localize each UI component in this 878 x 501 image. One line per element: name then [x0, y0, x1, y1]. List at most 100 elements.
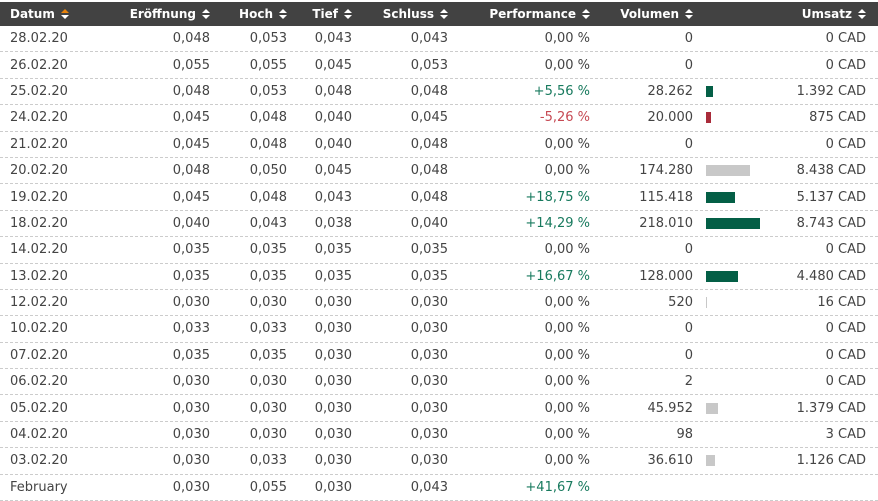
cell-datum: 10.02.20: [10, 321, 68, 337]
cell-tief: 0,040: [314, 110, 352, 126]
cell-hoch: 0,035: [249, 242, 287, 258]
cell-datum: 24.02.20: [10, 110, 68, 126]
cell-umsatz: 0 CAD: [825, 242, 866, 258]
cell-tief: 0,045: [314, 163, 352, 179]
cell-tief: 0,030: [314, 295, 352, 311]
cell-volumen: 28.262: [647, 83, 694, 99]
cell-performance: 0,00 %: [544, 347, 590, 363]
cell-umsatz: 1.392 CAD: [796, 83, 866, 99]
cell-schluss: 0,030: [410, 374, 448, 390]
cell-schluss: 0,030: [410, 400, 448, 416]
cell-datum: 19.02.20: [10, 189, 68, 205]
cell-umsatz: 16 CAD: [817, 295, 866, 311]
table-row: 21.02.20 0,045 0,048 0,040 0,048 0,00 % 0 0 CAD: [0, 132, 878, 158]
column-label: Umsatz: [801, 7, 852, 21]
cell-umsatz: 0 CAD: [825, 321, 866, 337]
cell-hoch: 0,048: [249, 136, 287, 152]
cell-schluss: 0,043: [410, 479, 448, 495]
table-row: 12.02.20 0,030 0,030 0,030 0,030 0,00 % 520 16 …: [0, 290, 878, 317]
cell-hoch: 0,050: [249, 163, 287, 179]
column-header-eroeffnung[interactable]: Eröffnung: [130, 7, 215, 21]
column-header-performance[interactable]: Performance: [453, 7, 595, 21]
column-header-schluss[interactable]: Schluss: [357, 7, 453, 21]
column-header-umsatz[interactable]: Umsatz: [760, 7, 878, 21]
column-header-datum[interactable]: Datum: [0, 7, 130, 21]
cell-performance: 0,00 %: [544, 57, 590, 73]
cell-datum: February: [10, 479, 68, 495]
cell-performance: +18,75 %: [525, 189, 590, 205]
volume-bar-cell: [698, 112, 760, 124]
cell-tief: 0,038: [314, 215, 352, 231]
cell-performance: 0,00 %: [544, 295, 590, 311]
cell-eroeffnung: 0,048: [172, 83, 210, 99]
cell-performance: +14,29 %: [525, 215, 590, 231]
column-header-tief[interactable]: Tief: [292, 7, 357, 21]
cell-datum: 05.02.20: [10, 400, 68, 416]
volume-bar-cell: [698, 191, 760, 203]
cell-umsatz: 0 CAD: [825, 374, 866, 390]
cell-volumen: 20.000: [647, 110, 694, 126]
cell-tief: 0,035: [314, 242, 352, 258]
table-row: 20.02.20 0,048 0,050 0,045 0,048 0,00 % 174.28…: [0, 158, 878, 185]
cell-performance: 0,00 %: [544, 163, 590, 179]
volume-bar-cell: [698, 217, 760, 229]
cell-umsatz: 5.137 CAD: [796, 189, 866, 205]
cell-schluss: 0,035: [410, 268, 448, 284]
cell-eroeffnung: 0,055: [172, 57, 210, 73]
cell-schluss: 0,048: [410, 163, 448, 179]
cell-volumen: 0: [684, 321, 693, 337]
cell-datum: 07.02.20: [10, 347, 68, 363]
cell-datum: 12.02.20: [10, 295, 68, 311]
cell-eroeffnung: 0,048: [172, 31, 210, 47]
cell-datum: 03.02.20: [10, 453, 68, 469]
cell-schluss: 0,030: [410, 295, 448, 311]
volume-bar-cell: [698, 270, 760, 282]
cell-eroeffnung: 0,030: [172, 400, 210, 416]
table-row: 25.02.20 0,048 0,053 0,048 0,048 +5,56 % 28.26…: [0, 79, 878, 106]
cell-performance: 0,00 %: [544, 31, 590, 47]
cell-schluss: 0,048: [410, 136, 448, 152]
column-header-hoch[interactable]: Hoch: [215, 7, 292, 21]
column-header-volumen[interactable]: Volumen: [595, 7, 698, 21]
sort-icon: [279, 9, 287, 19]
cell-eroeffnung: 0,030: [172, 479, 210, 495]
cell-performance: 0,00 %: [544, 400, 590, 416]
cell-tief: 0,030: [314, 321, 352, 337]
volume-bar: [706, 270, 738, 282]
cell-hoch: 0,053: [249, 31, 287, 47]
cell-umsatz: 0 CAD: [825, 57, 866, 73]
cell-datum: 20.02.20: [10, 163, 68, 179]
cell-performance: +16,67 %: [525, 268, 590, 284]
volume-bar: [706, 402, 718, 414]
cell-volumen: 98: [676, 427, 693, 443]
cell-eroeffnung: 0,045: [172, 189, 210, 205]
cell-eroeffnung: 0,040: [172, 215, 210, 231]
cell-datum: 06.02.20: [10, 374, 68, 390]
cell-tief: 0,030: [314, 479, 352, 495]
cell-tief: 0,030: [314, 427, 352, 443]
cell-eroeffnung: 0,048: [172, 163, 210, 179]
cell-umsatz: 4.480 CAD: [796, 268, 866, 284]
column-label: Schluss: [382, 7, 434, 21]
cell-tief: 0,030: [314, 453, 352, 469]
column-label: Hoch: [239, 7, 273, 21]
cell-hoch: 0,033: [249, 453, 287, 469]
cell-datum: 21.02.20: [10, 136, 68, 152]
cell-tief: 0,043: [314, 31, 352, 47]
cell-tief: 0,030: [314, 347, 352, 363]
cell-hoch: 0,035: [249, 347, 287, 363]
cell-umsatz: 3 CAD: [825, 427, 866, 443]
sort-icon: [344, 9, 352, 19]
cell-umsatz: 0 CAD: [825, 136, 866, 152]
cell-hoch: 0,048: [249, 189, 287, 205]
table-body: 28.02.20 0,048 0,053 0,043 0,043 0,00 % 0 0 CAD…: [0, 26, 878, 501]
volume-bar: [706, 217, 760, 229]
volume-bar: [706, 191, 735, 203]
table-row: 13.02.20 0,035 0,035 0,035 0,035 +16,67 % 128.…: [0, 264, 878, 290]
cell-volumen: 0: [684, 242, 693, 258]
cell-volumen: 174.280: [639, 163, 693, 179]
cell-volumen: 0: [684, 31, 693, 47]
cell-hoch: 0,033: [249, 321, 287, 337]
volume-bar: [706, 297, 707, 309]
cell-umsatz: 0 CAD: [825, 31, 866, 47]
